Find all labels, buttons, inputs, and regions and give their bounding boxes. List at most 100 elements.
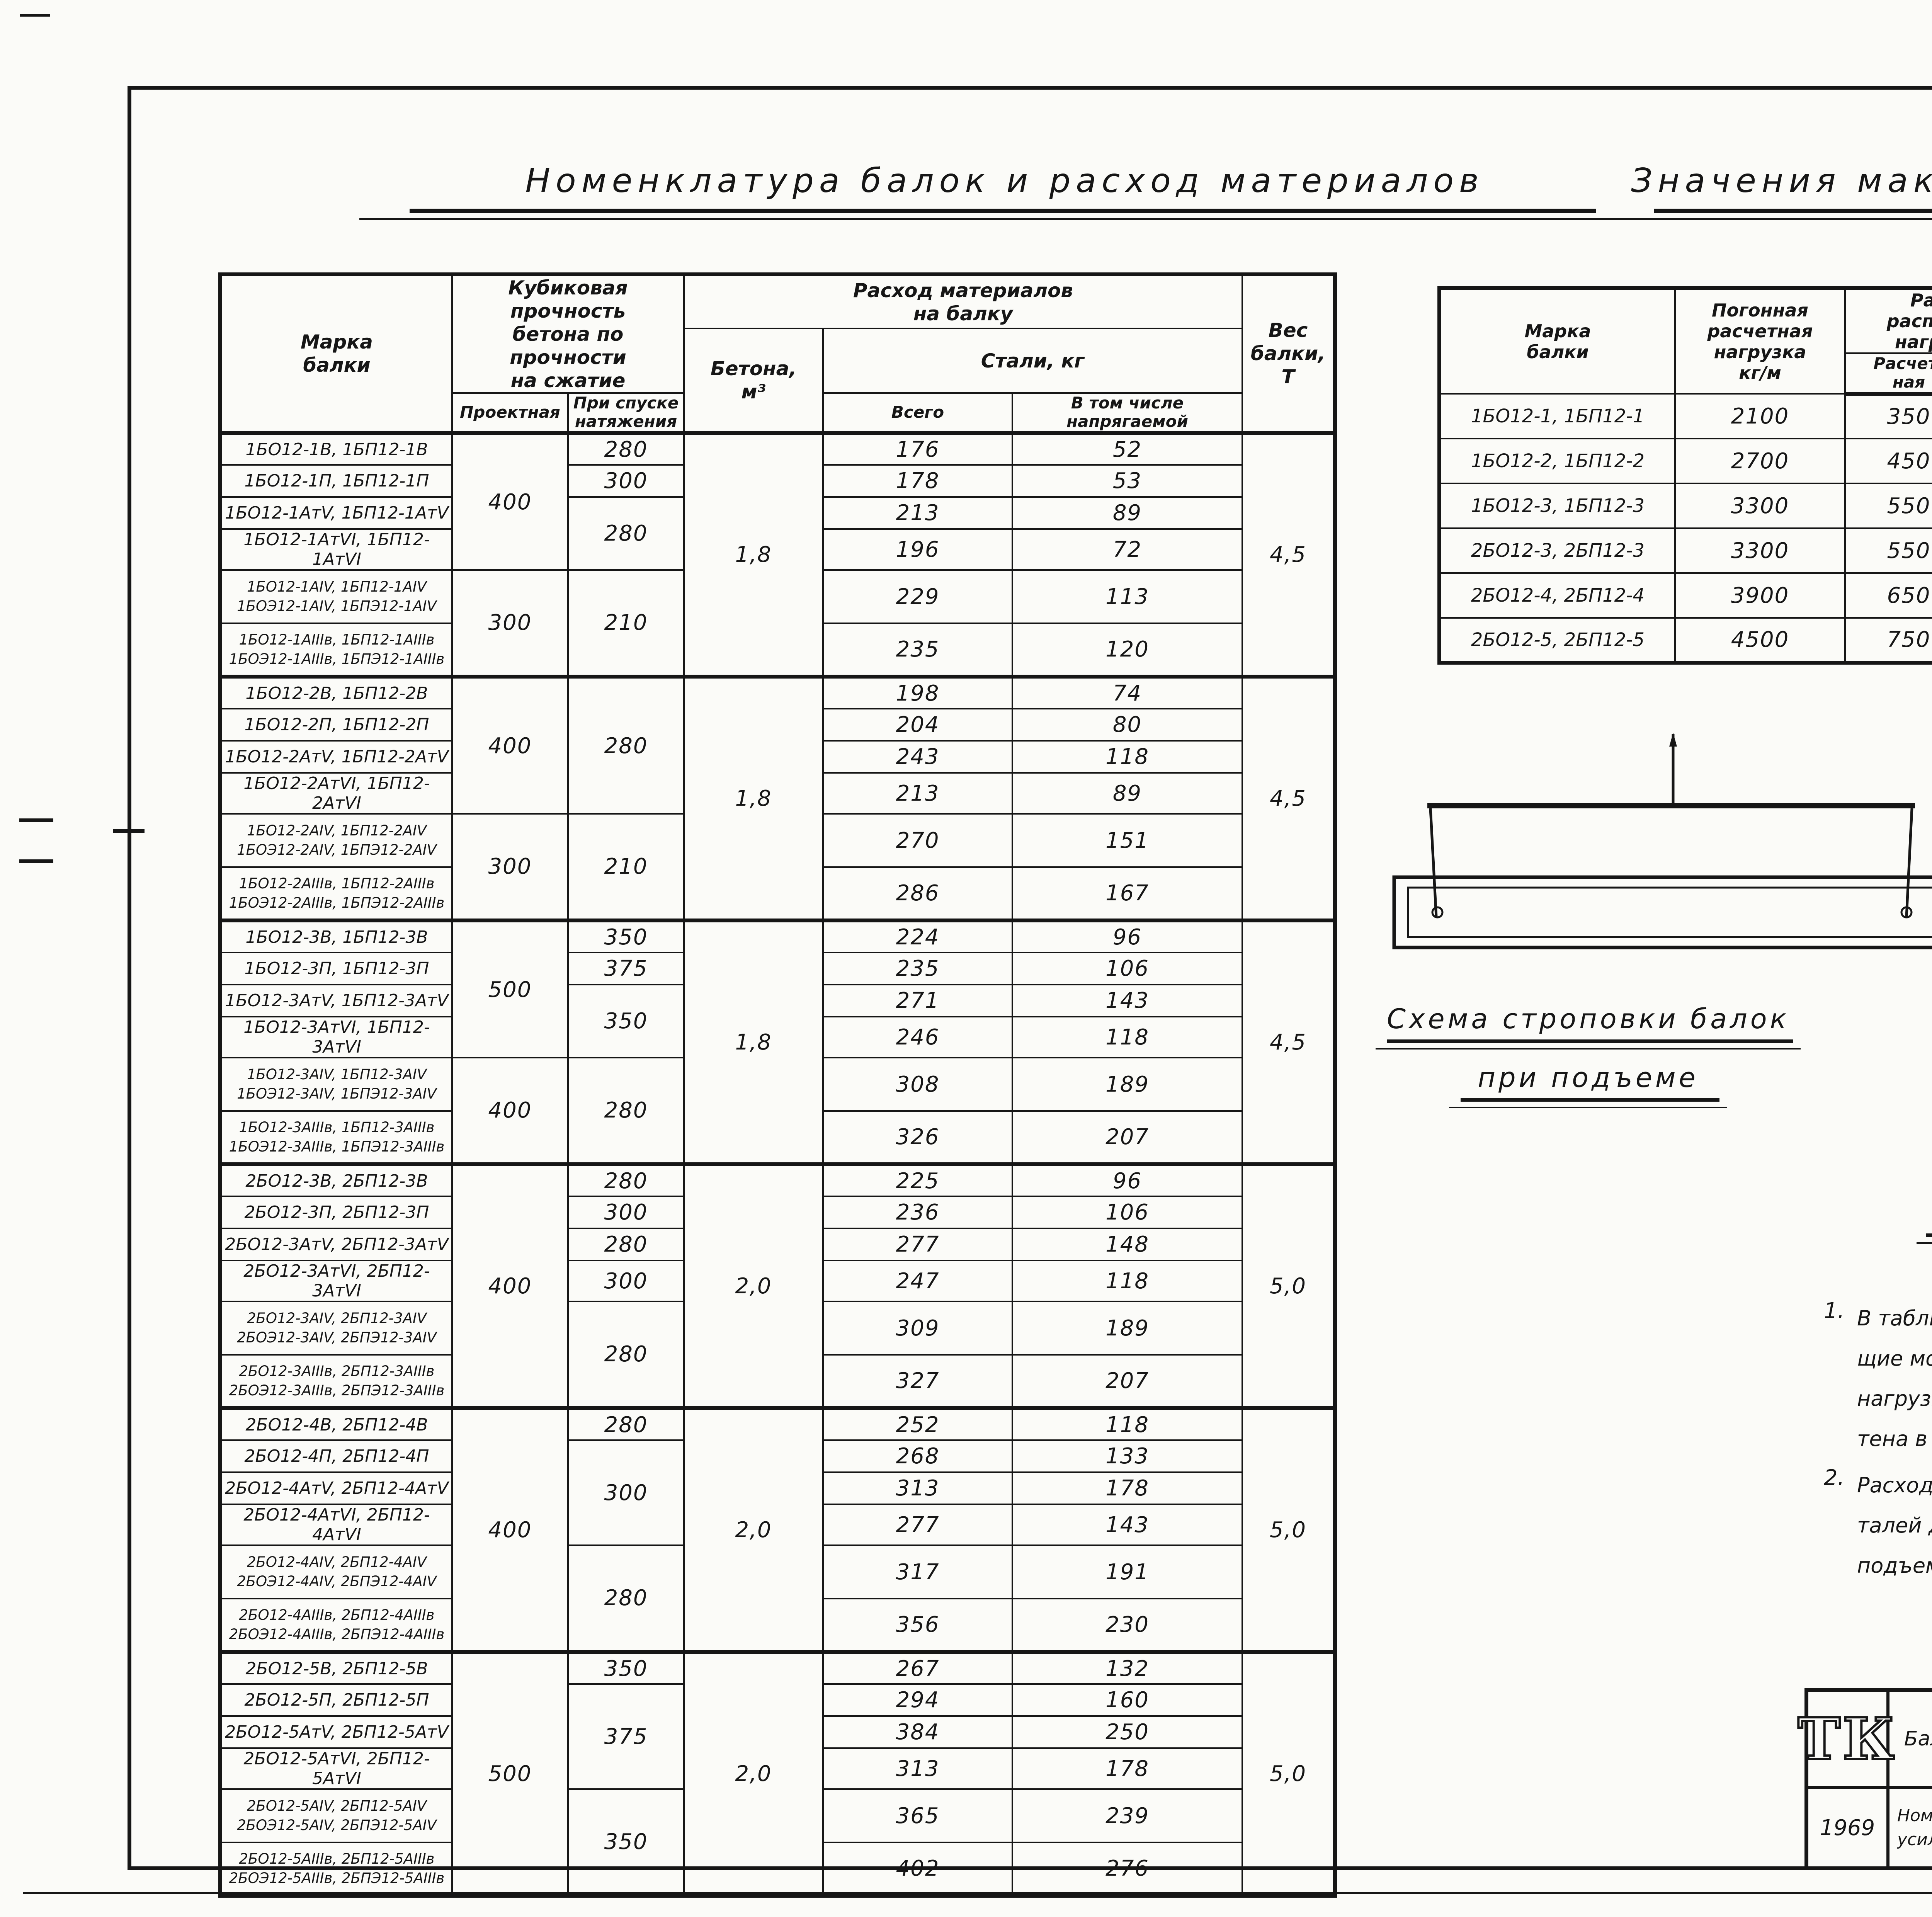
cell-steel-total: 252 bbox=[822, 1406, 1014, 1441]
cell-steel-prestressed: 74 bbox=[1012, 675, 1243, 709]
cell-design-strength: 400 bbox=[451, 1406, 569, 1653]
cell-linear-load: 2700 bbox=[1674, 438, 1846, 484]
cell-beam-marks: 2БО12-4П, 2БП12-4П bbox=[219, 1439, 453, 1473]
left-header-row-1: Марка балки Кубиковая прочность бетона п… bbox=[219, 274, 1336, 434]
cell-beam-mark: 2БО12-4, 2БП12-4 bbox=[1439, 572, 1676, 619]
cell-steel-total: 236 bbox=[822, 1196, 1014, 1229]
cell-steel-total: 270 bbox=[822, 813, 1014, 868]
col-header-total: Всего bbox=[822, 392, 1014, 435]
cell-steel-prestressed: 189 bbox=[1012, 1301, 1243, 1356]
cell-beam-marks: 1БО12-1АтV, 1БП12-1АтV bbox=[219, 496, 453, 530]
note-item: 1. В таблице значений максимальных усилий… bbox=[1824, 1298, 1932, 1459]
col-header-mark2: Марка балки bbox=[1439, 287, 1676, 395]
tb-year: 1969 bbox=[1820, 1815, 1875, 1840]
organization-logo: ТК bbox=[1797, 1704, 1897, 1774]
cell-steel-total: 213 bbox=[822, 496, 1014, 530]
cell-beam-marks: 1БО12-1АIV, 1БП12-1АIV 1БОЭ12-1АIV, 1БПЭ1… bbox=[219, 569, 453, 624]
lifting-scheme-diagram bbox=[1392, 733, 1932, 949]
materials-table-row: 2БО12-4П, 2БП12-4П 300 268 133 bbox=[219, 1439, 1335, 1546]
lifting-hole-left bbox=[1431, 906, 1444, 919]
materials-table-row: 1БО12-3В, 1БП12-3В 500 350 1,8 224 96 4,5 bbox=[219, 919, 1336, 1165]
cell-design-strength: 300 bbox=[451, 813, 569, 921]
cell-release-strength: 300 bbox=[567, 1260, 685, 1302]
cell-release-strength: 280 bbox=[567, 431, 685, 466]
cell-release-strength: 350 bbox=[567, 1788, 685, 1897]
cell-beam-marks: 2БО12-3АтVI, 2БП12-3АтVI bbox=[219, 1260, 453, 1302]
col-header-prestressed: В том числе напрягаемой bbox=[1012, 392, 1243, 435]
materials-table-row: 1БО12-2АтV, 1БП12-2АтV 243 118 bbox=[219, 740, 1335, 774]
lifting-caption2-underline-2 bbox=[1449, 1107, 1727, 1108]
cell-steel-prestressed: 113 bbox=[1012, 569, 1243, 624]
cell-linear-load: 3300 bbox=[1674, 527, 1846, 574]
fold-mark-2 bbox=[19, 859, 53, 863]
cell-beam-marks: 1БО12-3АIIIв, 1БП12-3АIIIв 1БОЭ12-3АIIIв,… bbox=[219, 1110, 453, 1165]
cell-beam-weight: 5,0 bbox=[1242, 1162, 1336, 1409]
cell-steel-total: 178 bbox=[822, 464, 1014, 498]
cell-steel-total: 247 bbox=[822, 1260, 1014, 1302]
cell-beam-marks: 1БО12-2П, 1БП12-2П bbox=[219, 708, 453, 742]
cell-beam-marks: 2БО12-5АтV, 2БП12-5АтV bbox=[219, 1715, 453, 1749]
forces-table: Марка балки Погонная расчетная нагрузка … bbox=[1437, 286, 1932, 665]
cell-steel-total: 224 bbox=[822, 919, 1014, 953]
cell-steel-prestressed: 120 bbox=[1012, 623, 1243, 677]
cell-steel-total: 365 bbox=[822, 1788, 1014, 1843]
materials-table-row: 2БО12-4АIV, 2БП12-4АIV 2БОЭ12-4АIV, 2БПЭ1… bbox=[219, 1544, 1335, 1653]
cell-release-strength: 375 bbox=[567, 952, 685, 985]
cell-beam-marks: 2БО12-3АIV, 2БП12-3АIV 2БОЭ12-3АIV, 2БПЭ1… bbox=[219, 1301, 453, 1356]
spreader-bar bbox=[1427, 803, 1915, 808]
cell-steel-total: 327 bbox=[822, 1354, 1014, 1409]
cell-steel-total: 309 bbox=[822, 1301, 1014, 1356]
cell-beam-weight: 4,5 bbox=[1242, 431, 1336, 677]
cell-beam-marks: 2БО12-3В, 2БП12-3В bbox=[219, 1162, 453, 1197]
cell-steel-total: 246 bbox=[822, 1016, 1014, 1058]
cell-beam-marks: 2БО12-5АIIIв, 2БП12-5АIIIв 2БОЭ12-5АIIIв,… bbox=[219, 1842, 453, 1897]
cell-beam-marks: 1БО12-3П, 1БП12-3П bbox=[219, 952, 453, 985]
cell-release-strength: 280 bbox=[567, 1057, 685, 1165]
left-title-underline bbox=[410, 209, 1596, 213]
cell-beam-marks: 2БО12-4В, 2БП12-4В bbox=[219, 1406, 453, 1441]
cell-steel-total: 277 bbox=[822, 1228, 1014, 1261]
cell-steel-total: 384 bbox=[822, 1715, 1014, 1749]
cell-beam-marks: 1БО12-3АтV, 1БП12-3АтV bbox=[219, 984, 453, 1017]
note-item: 2. Расход стали на балки дан без учета за… bbox=[1824, 1465, 1932, 1586]
sling-right bbox=[1905, 808, 1913, 917]
materials-table-row: 2БО12-3П, 2БП12-3П 300 236 106 bbox=[219, 1196, 1335, 1229]
cell-release-strength: 210 bbox=[567, 813, 685, 921]
cell-steel-total: 235 bbox=[822, 623, 1014, 677]
left-table-title: Номенклатура балок и расход материалов bbox=[525, 162, 1484, 200]
lifting-caption-underline-2 bbox=[1376, 1048, 1801, 1050]
cell-steel-total: 229 bbox=[822, 569, 1014, 624]
cell-release-strength: 280 bbox=[567, 1406, 685, 1441]
cell-beam-marks: 2БО12-5АIV, 2БП12-5АIV 2БОЭ12-5АIV, 2БПЭ1… bbox=[219, 1788, 453, 1843]
note-text: Расход стали на балки дан без учета закл… bbox=[1857, 1473, 1932, 1578]
beam-outline bbox=[1392, 875, 1932, 949]
cell-beam-marks: 2БО12-4АIIIв, 2БП12-4АIIIв 2БОЭ12-4АIIIв,… bbox=[219, 1598, 453, 1653]
tb-line-h1 bbox=[1808, 1786, 1932, 1789]
lifting-hole-right bbox=[1900, 906, 1913, 919]
cell-design-strength: 400 bbox=[451, 675, 569, 815]
cell-beam-mark: 1БО12-1, 1БП12-1 bbox=[1439, 393, 1676, 439]
cell-linear-load: 2100 bbox=[1674, 393, 1846, 439]
cell-steel-prestressed: 133 bbox=[1012, 1439, 1243, 1473]
cell-steel-total: 313 bbox=[822, 1747, 1014, 1790]
right-header-row-1: Марка балки Погонная расчетная нагрузка … bbox=[1439, 287, 1932, 395]
materials-table-row: 1БО12-1В, 1БП12-1В 400 280 1,8 176 52 4,5 bbox=[219, 431, 1336, 677]
cell-beam-marks: 1БО12-3АтVI, 1БП12-3АтVI bbox=[219, 1016, 453, 1058]
cell-beam-marks: 1БО12-1АIIIв, 1БП12-1АIIIв 1БОЭ12-1АIIIв,… bbox=[219, 623, 453, 677]
cell-beam-marks: 1БО12-1В, 1БП12-1В bbox=[219, 431, 453, 466]
materials-table-row: 1БО12-3АIIIв, 1БП12-3АIIIв 1БОЭ12-3АIIIв,… bbox=[219, 1110, 1335, 1165]
cell-beam-marks: 1БО12-1АтVI, 1БП12-1АтVI bbox=[219, 528, 453, 571]
tb-logo-cell: ТК bbox=[1797, 1692, 1896, 1786]
materials-table-row: 2БО12-4В, 2БП12-4В 400 280 2,0 252 118 5,0 bbox=[219, 1406, 1336, 1653]
cell-linear-load: 3900 bbox=[1674, 572, 1846, 619]
cell-steel-prestressed: 106 bbox=[1012, 952, 1243, 985]
col-header-linear-load: Погонная расчетная нагрузка кг/м bbox=[1674, 287, 1846, 395]
cell-beam-marks: 2БО12-5АтVI, 2БП12-5АтVI bbox=[219, 1747, 453, 1790]
materials-table-row: 2БО12-5АтV, 2БП12-5АтV 384 250 bbox=[219, 1715, 1335, 1749]
col-header-dist-load: Равномерно распределенная нагрузка, кг/м… bbox=[1844, 287, 1932, 354]
materials-table-row: 1БО12-3АтV, 1БП12-3АтV 350 271 143 bbox=[219, 984, 1335, 1058]
materials-table-row: 2БО12-3АIIIв, 2БП12-3АIIIв 2БОЭ12-3АIIIв,… bbox=[219, 1354, 1335, 1409]
col-header-calc-f: Расчет- ная bbox=[1844, 352, 1932, 396]
cell-release-strength: 280 bbox=[567, 675, 685, 815]
